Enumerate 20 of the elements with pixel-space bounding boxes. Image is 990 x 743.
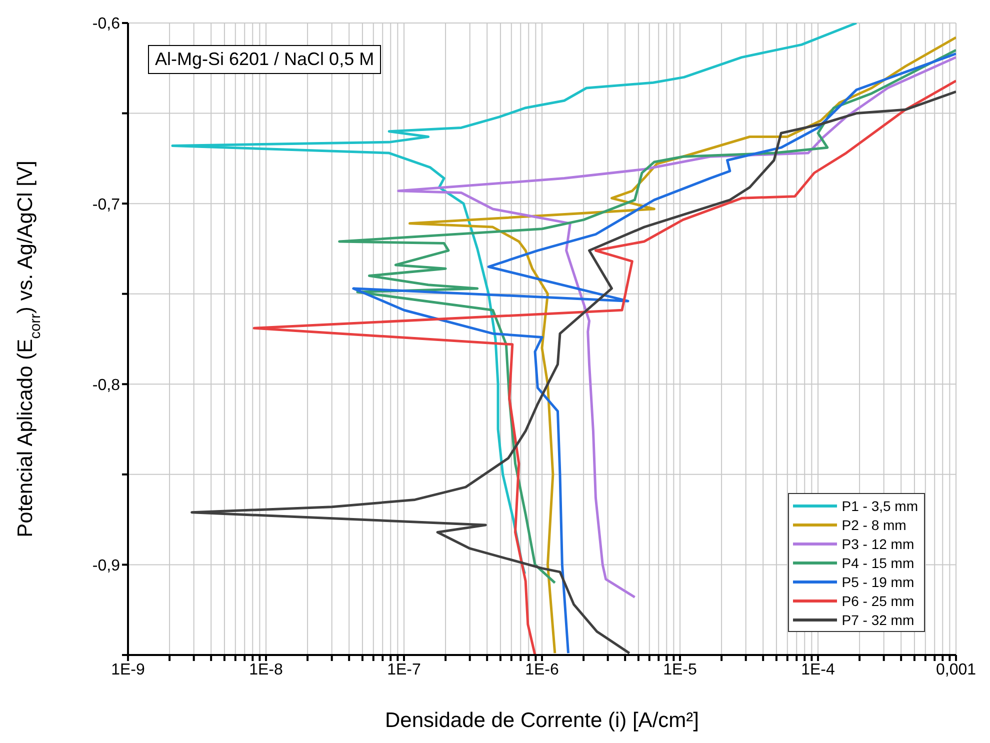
x-tick-label: 1E-5 — [663, 661, 697, 678]
x-axis-title: Densidade de Corrente (i) [A/cm²] — [385, 709, 699, 732]
legend-label: P2 - 8 mm — [842, 516, 906, 532]
y-tick-label: -0,7 — [92, 196, 120, 214]
x-tick-label: 1E-4 — [801, 661, 835, 678]
x-tick-label: 1E-8 — [249, 661, 283, 678]
y-tick-label: -0,6 — [92, 16, 120, 33]
y-tick-label: -0,9 — [92, 557, 120, 574]
x-tick-label: 0,001 — [936, 661, 976, 678]
legend-label: P5 - 19 mm — [842, 574, 914, 590]
legend-label: P4 - 15 mm — [842, 554, 914, 570]
x-tick-label: 1E-6 — [525, 661, 559, 678]
x-tick-label: 1E-7 — [387, 661, 421, 678]
legend-label: P6 - 25 mm — [842, 592, 914, 608]
y-tick-label: -0,8 — [92, 376, 120, 394]
x-tick-label: 1E-9 — [111, 661, 145, 678]
legend-label: P3 - 12 mm — [842, 536, 914, 552]
legend-label: P1 - 3,5 mm — [842, 498, 918, 514]
label-box: Al-Mg-Si 6201 / NaCl 0,5 M — [148, 45, 382, 74]
legend-label: P7 - 32 mm — [842, 612, 914, 628]
